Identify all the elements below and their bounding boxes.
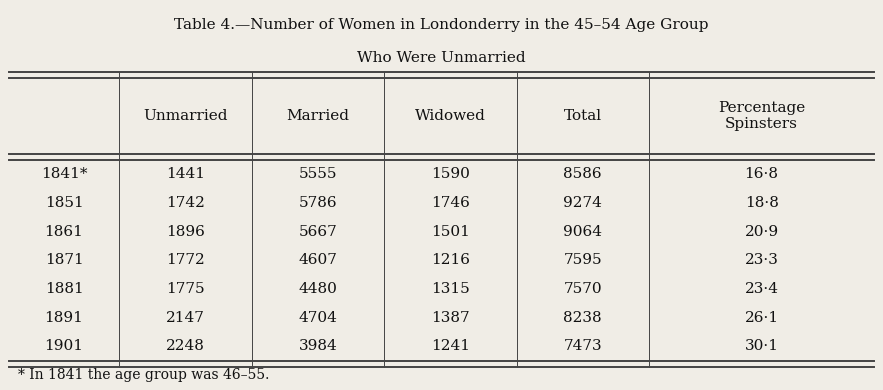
Text: 2147: 2147 xyxy=(166,311,205,325)
Text: 23·3: 23·3 xyxy=(744,254,779,267)
Text: 1241: 1241 xyxy=(431,339,470,353)
Text: 1891: 1891 xyxy=(44,311,84,325)
Text: 1742: 1742 xyxy=(166,196,205,210)
Text: 1775: 1775 xyxy=(166,282,205,296)
Text: 2248: 2248 xyxy=(166,339,205,353)
Text: 16·8: 16·8 xyxy=(744,167,779,181)
Text: 1861: 1861 xyxy=(44,225,84,239)
Text: Total: Total xyxy=(563,109,602,123)
Text: 8238: 8238 xyxy=(563,311,602,325)
Text: 7473: 7473 xyxy=(563,339,602,353)
Text: Unmarried: Unmarried xyxy=(143,109,228,123)
Text: 20·9: 20·9 xyxy=(744,225,779,239)
Text: 30·1: 30·1 xyxy=(744,339,779,353)
Text: 18·8: 18·8 xyxy=(744,196,779,210)
Text: Percentage
Spinsters: Percentage Spinsters xyxy=(718,101,805,131)
Text: 4607: 4607 xyxy=(298,254,337,267)
Text: Married: Married xyxy=(286,109,350,123)
Text: 1315: 1315 xyxy=(431,282,470,296)
Text: 1590: 1590 xyxy=(431,167,470,181)
Text: 1441: 1441 xyxy=(166,167,205,181)
Text: 1841*: 1841* xyxy=(41,167,87,181)
Text: 1896: 1896 xyxy=(166,225,205,239)
Text: 1881: 1881 xyxy=(45,282,83,296)
Text: 1851: 1851 xyxy=(45,196,83,210)
Text: Table 4.—Number of Women in Londonderry in the 45–54 Age Group: Table 4.—Number of Women in Londonderry … xyxy=(174,18,709,32)
Text: Who Were Unmarried: Who Were Unmarried xyxy=(358,51,525,65)
Text: 7570: 7570 xyxy=(563,282,602,296)
Text: 26·1: 26·1 xyxy=(744,311,779,325)
Text: 1387: 1387 xyxy=(431,311,470,325)
Text: 7595: 7595 xyxy=(563,254,602,267)
Text: Widowed: Widowed xyxy=(415,109,486,123)
Text: 1746: 1746 xyxy=(431,196,470,210)
Text: 4704: 4704 xyxy=(298,311,337,325)
Text: 1216: 1216 xyxy=(431,254,470,267)
Text: 1871: 1871 xyxy=(45,254,83,267)
Text: 5786: 5786 xyxy=(298,196,337,210)
Text: 23·4: 23·4 xyxy=(744,282,779,296)
Text: 1772: 1772 xyxy=(166,254,205,267)
Text: 4480: 4480 xyxy=(298,282,337,296)
Text: 8586: 8586 xyxy=(563,167,602,181)
Text: * In 1841 the age group was 46–55.: * In 1841 the age group was 46–55. xyxy=(18,368,269,382)
Text: 3984: 3984 xyxy=(298,339,337,353)
Text: 5667: 5667 xyxy=(298,225,337,239)
Text: 5555: 5555 xyxy=(298,167,337,181)
Text: 1501: 1501 xyxy=(431,225,470,239)
Text: 9064: 9064 xyxy=(563,225,602,239)
Text: 9274: 9274 xyxy=(563,196,602,210)
Text: 1901: 1901 xyxy=(44,339,84,353)
